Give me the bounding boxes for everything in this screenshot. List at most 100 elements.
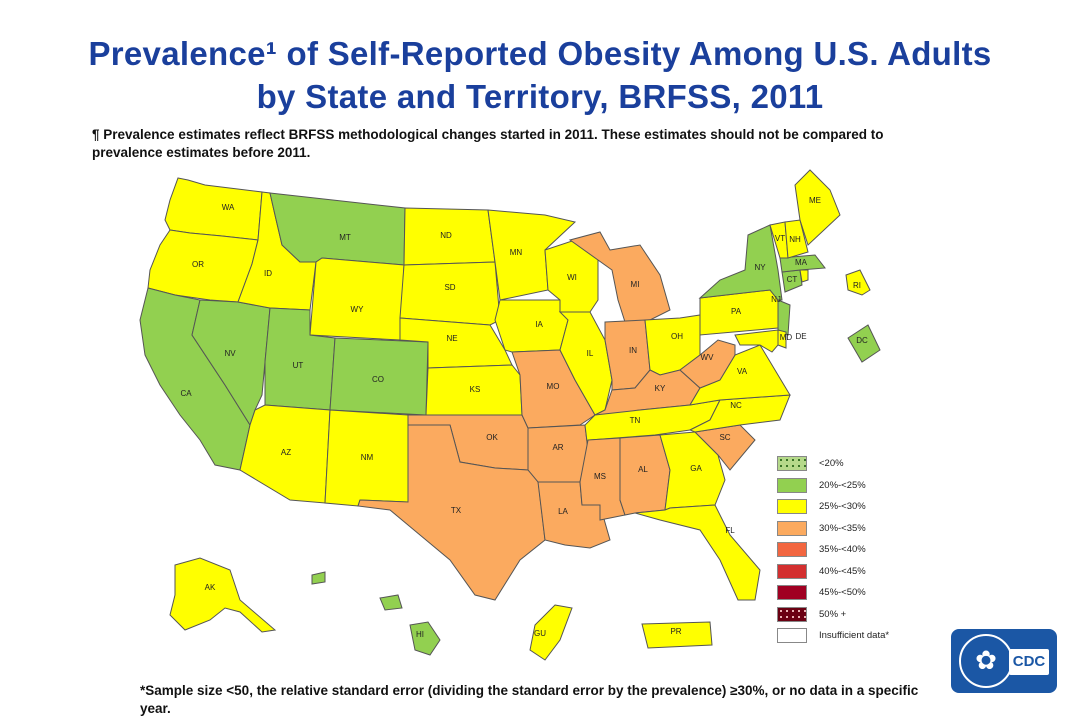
state-label-AR: AR [552, 443, 563, 452]
legend-item: <20% [777, 453, 957, 475]
state-WA[interactable] [164, 177, 263, 241]
state-WY[interactable] [309, 257, 405, 341]
state-HI[interactable] [409, 621, 441, 656]
state-label-LA: LA [558, 507, 568, 516]
legend-label: 50% + [819, 608, 847, 620]
state-label-GA: GA [690, 464, 702, 473]
state-HI-island2[interactable] [379, 594, 403, 611]
state-TX[interactable] [357, 424, 546, 601]
state-label-OH: OH [671, 332, 683, 341]
state-IA[interactable] [494, 299, 569, 353]
state-label-ID: ID [264, 269, 272, 278]
state-label-ND: ND [440, 231, 452, 240]
legend-swatch [777, 585, 807, 600]
legend-item: Insufficient data* [777, 625, 957, 647]
state-label-CT: CT [787, 275, 798, 284]
state-NH[interactable] [784, 219, 809, 259]
state-label-MA: MA [795, 258, 808, 267]
legend-swatch [777, 499, 807, 514]
state-label-NC: NC [730, 401, 742, 410]
state-label-ME: ME [809, 196, 821, 205]
state-GU[interactable] [529, 604, 573, 661]
state-label-NM: NM [361, 453, 374, 462]
legend-item: 30%-<35% [777, 518, 957, 540]
state-AL[interactable] [619, 434, 671, 516]
legend-label: 25%-<30% [819, 501, 866, 512]
chart-title-line2: by State and Territory, BRFSS, 2011 [256, 78, 824, 115]
state-label-AZ: AZ [281, 448, 291, 457]
state-label-IL: IL [587, 349, 594, 358]
legend-item: 20%-<25% [777, 475, 957, 497]
state-HI-island3[interactable] [311, 571, 326, 585]
cdc-logo-text: CDC [1009, 649, 1049, 675]
state-label-CO: CO [372, 375, 384, 384]
legend-item: 40%-<45% [777, 561, 957, 583]
legend-label: 45%-<50% [819, 587, 866, 598]
state-SD[interactable] [399, 261, 501, 326]
hhs-eagle-icon: ✿ [959, 634, 1013, 688]
state-MD[interactable] [734, 329, 779, 353]
state-label-MT: MT [339, 233, 351, 242]
state-label-AK: AK [205, 583, 216, 592]
legend-swatch [777, 628, 807, 643]
legend-label: 20%-<25% [819, 479, 866, 491]
state-label-VT: VT [775, 234, 785, 243]
legend: <20% 20%-<25% 25%-<30% 30%-<35% 35%-<40% 40%-… [777, 453, 957, 647]
state-label-KY: KY [655, 384, 666, 393]
state-label-DC: DC [856, 336, 868, 345]
state-ME[interactable] [794, 169, 841, 246]
state-label-MD: MD [780, 333, 793, 342]
state-label-PA: PA [731, 307, 742, 316]
legend-swatch [777, 542, 807, 557]
state-RI-inset[interactable] [845, 269, 871, 296]
state-label-WY: WY [351, 305, 365, 314]
state-label-HI: HI [416, 630, 424, 639]
state-label-DE: DE [795, 332, 806, 341]
state-label-MN: MN [510, 248, 523, 257]
state-label-MO: MO [547, 382, 560, 391]
state-label-PR: PR [670, 627, 681, 636]
legend-item: 50% + [777, 604, 957, 626]
state-FL[interactable] [634, 504, 761, 601]
state-label-SD: SD [444, 283, 455, 292]
legend-item: 35%-<40% [777, 539, 957, 561]
state-label-NY: NY [754, 263, 766, 272]
state-label-TN: TN [630, 416, 641, 425]
state-label-UT: UT [293, 361, 304, 370]
state-label-NJ: NJ [771, 295, 781, 304]
state-NJ[interactable] [777, 299, 791, 336]
state-NC[interactable] [688, 394, 791, 433]
state-label-NH: NH [789, 235, 801, 244]
state-label-AL: AL [638, 465, 648, 474]
legend-swatch [777, 520, 807, 536]
chart-title-line1: Prevalence¹ of Self-Reported Obesity Amo… [88, 35, 992, 72]
state-MA[interactable] [779, 254, 826, 273]
state-DC[interactable] [847, 324, 881, 363]
state-label-TX: TX [451, 506, 462, 515]
state-label-SC: SC [719, 433, 730, 442]
state-label-OR: OR [192, 260, 204, 269]
state-label-NE: NE [446, 334, 457, 343]
legend-label: Insufficient data* [819, 630, 890, 641]
state-label-WV: WV [701, 353, 715, 362]
legend-label: <20% [819, 458, 844, 469]
state-label-KS: KS [470, 385, 481, 394]
state-AK[interactable] [169, 557, 277, 633]
state-label-NV: NV [224, 349, 236, 358]
state-RI[interactable] [799, 269, 809, 283]
legend-swatch [777, 606, 807, 622]
state-NY[interactable] [698, 224, 783, 301]
state-label-MS: MS [594, 472, 606, 481]
state-AR[interactable] [527, 424, 589, 483]
legend-swatch [777, 477, 807, 493]
state-label-CA: CA [180, 389, 192, 398]
state-WV[interactable] [679, 339, 736, 389]
state-label-VA: VA [737, 367, 748, 376]
state-label-FL: FL [725, 526, 735, 535]
legend-item: 45%-<50% [777, 582, 957, 604]
legend-label: 30%-<35% [819, 522, 866, 534]
state-PR[interactable] [641, 621, 713, 649]
legend-item: 25%-<30% [777, 496, 957, 518]
legend-label: 40%-<45% [819, 565, 866, 577]
